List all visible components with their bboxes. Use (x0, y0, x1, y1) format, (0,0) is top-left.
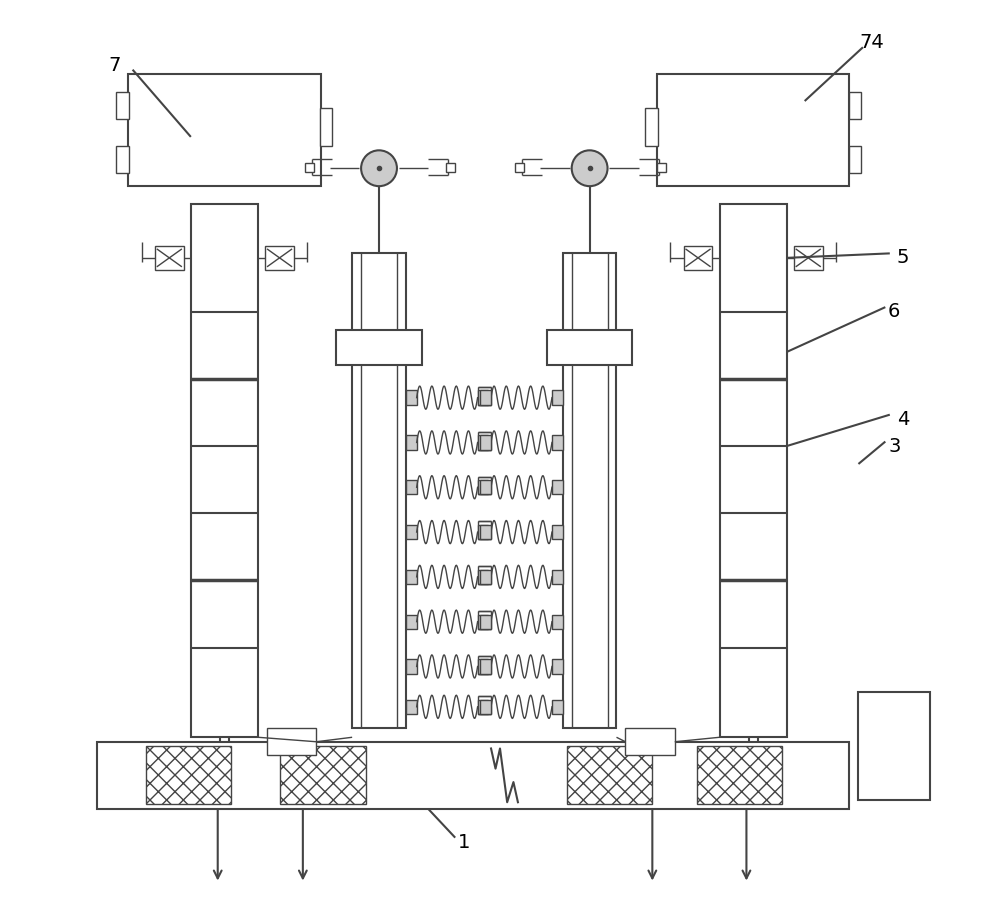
Circle shape (572, 150, 608, 187)
Bar (563, 253, 616, 728)
Bar (478, 390, 488, 405)
Bar (478, 525, 488, 540)
Bar (267, 728, 316, 755)
Bar (116, 146, 129, 173)
Bar (320, 108, 332, 146)
Text: 4: 4 (897, 410, 909, 429)
Bar (191, 204, 258, 737)
Bar (552, 480, 563, 494)
Bar (480, 570, 491, 584)
Text: 3: 3 (888, 437, 900, 456)
Bar (97, 742, 849, 809)
Bar (849, 146, 861, 173)
Bar (645, 108, 658, 146)
Bar (478, 570, 488, 584)
Bar (146, 746, 231, 804)
Bar (480, 614, 491, 629)
Bar (480, 660, 491, 673)
Text: 5: 5 (897, 248, 910, 268)
Bar (478, 660, 488, 673)
Text: 1: 1 (458, 833, 470, 852)
Bar (406, 570, 417, 584)
Bar (720, 204, 787, 737)
Bar (849, 92, 861, 119)
Bar (657, 74, 849, 187)
Bar (552, 525, 563, 540)
Bar (406, 660, 417, 673)
Bar (352, 253, 406, 728)
Text: 6: 6 (888, 302, 900, 321)
Bar (480, 435, 491, 450)
Bar (552, 570, 563, 584)
Bar (552, 660, 563, 673)
Bar (280, 746, 366, 804)
Bar (684, 247, 712, 269)
Text: 7: 7 (108, 56, 121, 75)
Bar (552, 390, 563, 405)
Text: 74: 74 (860, 34, 884, 52)
Bar (552, 700, 563, 714)
Bar (567, 746, 652, 804)
Bar (265, 247, 294, 269)
Bar (858, 693, 930, 800)
Bar (305, 163, 314, 172)
Bar (480, 390, 491, 405)
Bar (336, 329, 422, 366)
Bar (480, 525, 491, 540)
Bar (478, 435, 488, 450)
Bar (794, 247, 823, 269)
Bar (657, 163, 666, 172)
Bar (406, 390, 417, 405)
Bar (155, 247, 184, 269)
Bar (406, 435, 417, 450)
Bar (480, 700, 491, 714)
Bar (697, 746, 782, 804)
Bar (515, 163, 524, 172)
Bar (128, 74, 321, 187)
Bar (547, 329, 632, 366)
Bar (480, 480, 491, 494)
Circle shape (361, 150, 397, 187)
Bar (406, 480, 417, 494)
Bar (478, 614, 488, 629)
Bar (478, 480, 488, 494)
Bar (446, 163, 455, 172)
Bar (625, 728, 675, 755)
Bar (406, 525, 417, 540)
Bar (552, 614, 563, 629)
Bar (406, 614, 417, 629)
Bar (406, 700, 417, 714)
Bar (552, 435, 563, 450)
Bar (478, 700, 488, 714)
Bar (116, 92, 129, 119)
